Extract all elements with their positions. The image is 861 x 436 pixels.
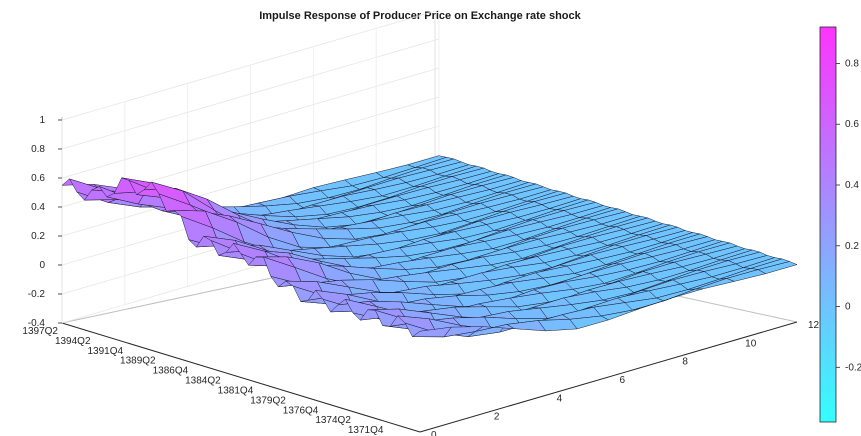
date-tick-label: 1371Q4 — [348, 425, 384, 436]
colorbar-gradient — [819, 26, 837, 423]
colorbar-tick-label: 0.8 — [845, 58, 859, 69]
date-tick-label: 1386Q4 — [153, 366, 189, 377]
horizon-tick-label: 10 — [745, 338, 757, 349]
surface-plot — [61, 155, 798, 338]
colorbar-tick-label: 0.6 — [845, 119, 859, 130]
horizon-tick-label: 0 — [431, 430, 437, 436]
z-tick-label: 1 — [39, 115, 45, 126]
date-tick-label: 1376Q4 — [283, 405, 319, 416]
colorbar — [819, 26, 837, 423]
date-tick-label: 1374Q2 — [315, 415, 351, 426]
date-tick-label: 1389Q2 — [120, 356, 156, 367]
z-tick-label: -0.2 — [28, 289, 46, 300]
date-tick-label: 1394Q2 — [55, 336, 91, 347]
colorbar-tick-label: 0.2 — [845, 241, 859, 252]
horizon-axis-ticks: 0 2 4 6 8 10 12 — [431, 320, 820, 436]
z-tick-label: 0 — [39, 260, 45, 271]
horizon-tick-label: 2 — [494, 412, 500, 423]
z-tick-label: 0.2 — [31, 231, 45, 242]
z-tick-label: 0.8 — [31, 144, 45, 155]
date-axis-ticks: 1397Q21394Q21391Q41389Q21386Q41384Q21381… — [22, 326, 416, 436]
chart-title: Impulse Response of Producer Price on Ex… — [259, 10, 581, 22]
z-axis-ticks: -0.4 -0.2 0 0.2 0.4 0.6 0.8 1 — [28, 115, 62, 329]
date-tick-label: 1379Q2 — [250, 395, 286, 406]
date-tick-label: 1381Q4 — [218, 385, 254, 396]
colorbar-tick-label: 0 — [845, 302, 851, 313]
colorbar-ticks: -0.2 0 0.2 0.4 0.6 0.8 — [836, 58, 861, 373]
horizon-tick-label: 4 — [557, 393, 563, 404]
horizon-tick-label: 6 — [620, 375, 626, 386]
date-tick-label: 1384Q2 — [185, 376, 221, 387]
z-tick-label: -0.4 — [28, 318, 46, 329]
surface-patch — [411, 326, 452, 338]
date-tick-label: 1391Q4 — [87, 346, 123, 357]
date-axis-line — [61, 322, 421, 433]
horizon-tick-label: 12 — [808, 320, 820, 331]
z-tick-label: 0.4 — [31, 202, 45, 213]
colorbar-tick-label: 0.4 — [845, 180, 859, 191]
horizon-axis-line — [419, 321, 798, 433]
date-tick-label: 1397Q2 — [22, 326, 58, 337]
colorbar-tick-label: -0.2 — [845, 362, 861, 373]
z-tick-label: 0.6 — [31, 173, 45, 184]
horizon-tick-label: 8 — [682, 357, 688, 368]
